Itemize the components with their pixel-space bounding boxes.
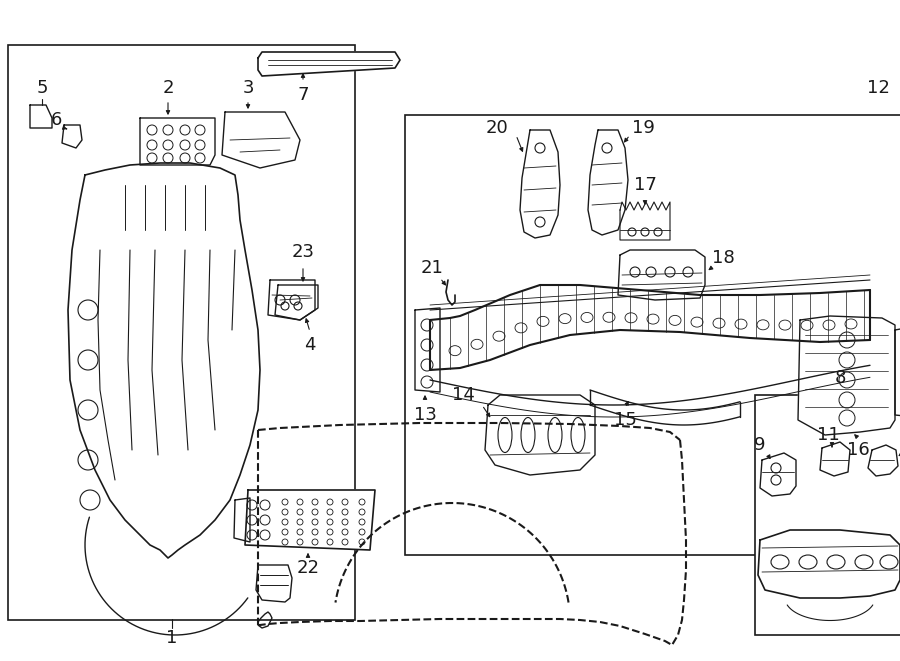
- Polygon shape: [895, 325, 900, 418]
- Polygon shape: [520, 130, 560, 238]
- Text: 16: 16: [847, 441, 869, 459]
- Polygon shape: [268, 280, 315, 320]
- Text: 17: 17: [634, 176, 656, 194]
- Polygon shape: [620, 202, 670, 240]
- Polygon shape: [140, 118, 215, 165]
- Text: 20: 20: [485, 119, 508, 137]
- Text: 7: 7: [297, 86, 309, 104]
- Text: 13: 13: [414, 406, 436, 424]
- Polygon shape: [485, 395, 595, 475]
- Text: 3: 3: [242, 79, 254, 97]
- Polygon shape: [245, 490, 375, 550]
- Polygon shape: [415, 308, 440, 392]
- Text: 15: 15: [614, 411, 636, 429]
- Polygon shape: [758, 530, 900, 598]
- Text: 23: 23: [292, 243, 314, 261]
- Text: 22: 22: [296, 559, 320, 577]
- Polygon shape: [222, 112, 300, 168]
- Text: 5: 5: [36, 79, 48, 97]
- Text: 9: 9: [754, 436, 766, 454]
- Text: 12: 12: [867, 79, 889, 97]
- Polygon shape: [868, 445, 898, 476]
- Bar: [8, 45, 355, 620]
- Polygon shape: [68, 163, 260, 558]
- Polygon shape: [62, 125, 82, 148]
- Text: 19: 19: [632, 119, 655, 137]
- Polygon shape: [798, 316, 895, 435]
- Polygon shape: [618, 250, 705, 300]
- Bar: [755, 395, 900, 635]
- Text: 14: 14: [452, 386, 475, 404]
- Text: 18: 18: [712, 249, 734, 267]
- Polygon shape: [588, 130, 628, 235]
- Polygon shape: [820, 442, 850, 476]
- Text: 2: 2: [162, 79, 174, 97]
- Polygon shape: [30, 105, 52, 128]
- Text: 11: 11: [816, 426, 840, 444]
- Text: 8: 8: [834, 369, 846, 387]
- Text: 1: 1: [166, 629, 177, 647]
- Polygon shape: [256, 565, 292, 602]
- Text: 4: 4: [304, 336, 316, 354]
- Bar: [405, 115, 900, 555]
- Polygon shape: [234, 498, 250, 542]
- Text: 21: 21: [420, 259, 444, 277]
- Text: 6: 6: [50, 111, 62, 129]
- Polygon shape: [760, 453, 796, 496]
- Polygon shape: [275, 285, 318, 320]
- Polygon shape: [258, 52, 400, 76]
